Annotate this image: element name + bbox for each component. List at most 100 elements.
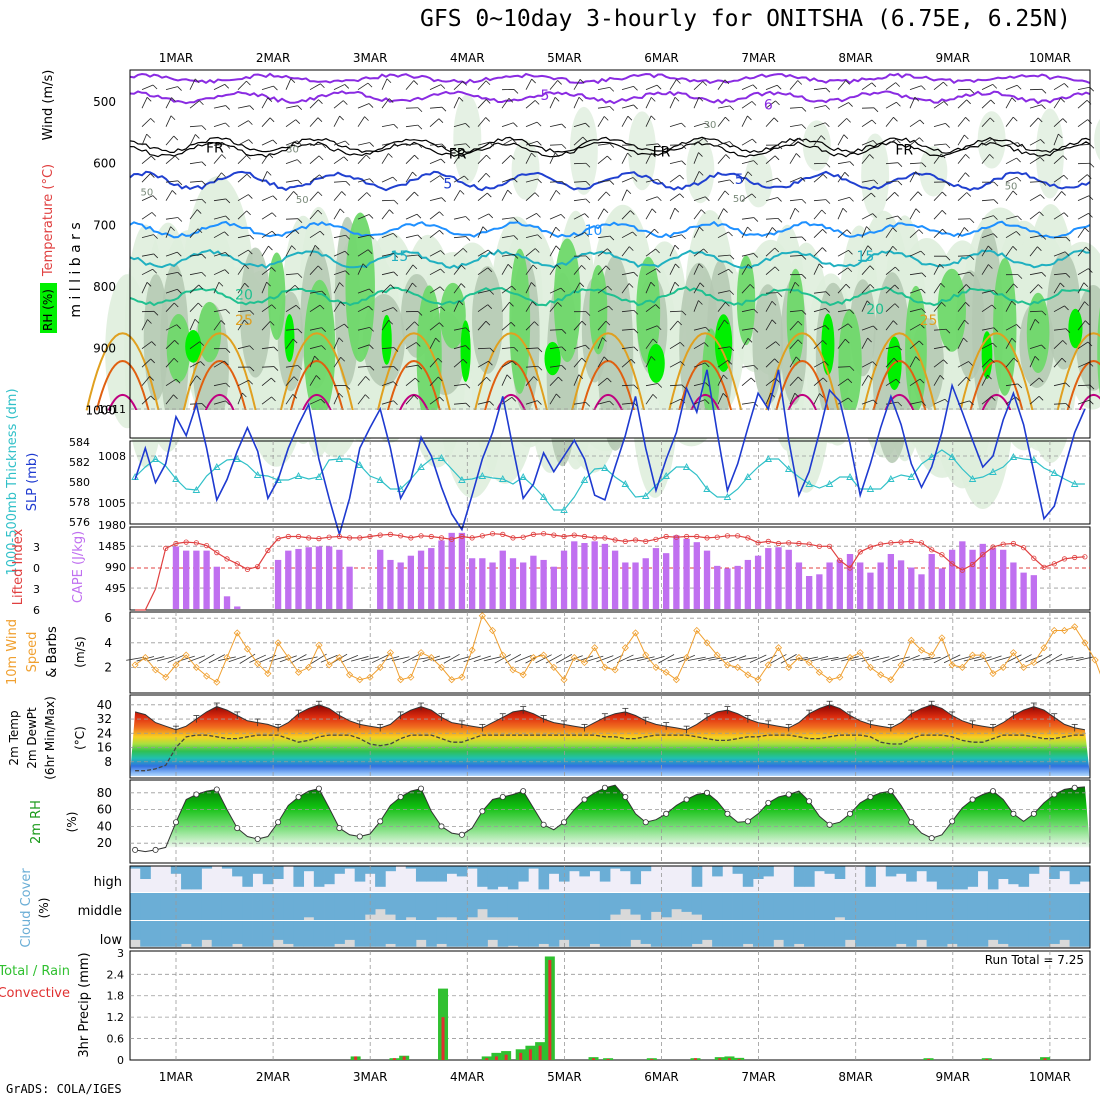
wind-barb [453,283,462,294]
wind-barb-flag [485,117,490,122]
cloud-bar [732,921,744,947]
wind-barb [333,181,347,183]
wind-barb-flag [795,356,801,362]
wind-barb-flag [993,215,998,220]
wind-barb-flag [752,84,758,90]
wind-barb-flag [485,172,491,178]
surface-wind-barb [617,654,634,663]
wind-barb-flag [537,400,542,405]
cloud-bar [844,893,856,920]
wind-barb [429,337,436,349]
wind-barb [1029,396,1040,405]
wind-barb [933,398,946,405]
thickness-axis-title: 1000-500mb Thickness (dm) [5,388,20,575]
rh-point [1051,791,1058,798]
wind-barb [405,282,413,294]
wind-barb-flag [633,144,639,150]
cloud-bar [599,866,611,882]
wind-barb [861,192,872,201]
wind-barb [621,246,630,257]
cloud-bar [722,893,733,920]
wind-barb-flag [1058,133,1063,139]
wind-speed-point [386,649,394,657]
wind-barb-flag [537,234,542,240]
wind-barb [333,357,342,368]
wind-barb-flag [268,153,274,159]
cloud-bar [630,921,642,940]
rh-shade [1094,119,1100,161]
wind-barb [669,320,679,331]
contour-label: 10 [585,223,603,239]
x-tick-label-bottom: 9MAR [936,1070,971,1084]
wind-barb [357,288,370,294]
wind-barb [573,198,586,202]
lifted-index-point [173,540,179,547]
thickness-point [784,465,793,472]
cloud-bar [752,866,764,879]
lifted-index-point [275,535,281,542]
cape-bar [274,559,282,609]
rh-shade [509,248,531,394]
wind-barb-flag [554,97,560,102]
cloud-bar [589,921,601,944]
cloud-bar [221,893,233,920]
precip-total-label: Total / Rain [0,964,70,979]
wind-barb-flag [674,96,680,102]
cape-bar [540,559,547,609]
wind-barb-flag [1011,97,1017,102]
wind-barb [885,101,897,109]
cloud-bar [1008,893,1019,920]
wind-barb-flag [534,192,540,197]
wind-barb [453,123,466,128]
wind-speed-point [601,663,609,671]
wind-speed-point [488,626,497,635]
wind-barb-flag [1016,157,1021,163]
lifted-index-point [398,533,404,539]
wind-barb [621,177,634,183]
wind-barb-flag [318,99,323,104]
wind-barb [189,272,202,276]
lifted-index-point [336,533,342,540]
wind-barb [381,142,394,146]
cloud-bar [405,921,417,947]
wind-barb [717,290,730,294]
wind-speed-point [662,668,670,676]
wind-barb [1053,212,1065,220]
wind-barb [1029,246,1038,257]
cloud-bar [201,921,213,940]
wind-barb [741,377,752,386]
cape-bar [336,549,343,609]
wind-barb-flag [969,271,975,277]
wind-barb-flag [150,395,156,401]
rh-point [1010,810,1017,817]
cloud-bar [691,921,703,944]
contour-label: 50 [141,188,154,199]
surface-wind-barb [820,656,839,661]
wind-barb-flag [845,283,851,289]
rh-point [295,794,302,801]
wind-barb [501,264,509,275]
lifted-index-point [857,549,863,555]
wind-barb [501,322,512,331]
wind-barb-flag [319,230,325,236]
wind-barb [669,384,683,387]
wind-barb [285,105,298,109]
precip-tick-label: 0 [117,1054,124,1067]
wind-barb [789,339,799,349]
wind-barb [597,86,610,91]
wind-barb [261,396,272,405]
cloud-bar [354,893,366,920]
wind-barb-flag [1086,174,1092,179]
cloud-bar [293,866,305,887]
wind-barb [309,375,317,386]
lifted-index-point [826,543,833,549]
cape-bar [468,558,476,609]
wind-barb [333,115,340,127]
wind-barb [309,117,319,127]
thickness-point [1009,453,1018,460]
wind-barb-flag [801,124,807,129]
lifted-index-point [888,540,894,546]
wind-barb [549,226,557,238]
